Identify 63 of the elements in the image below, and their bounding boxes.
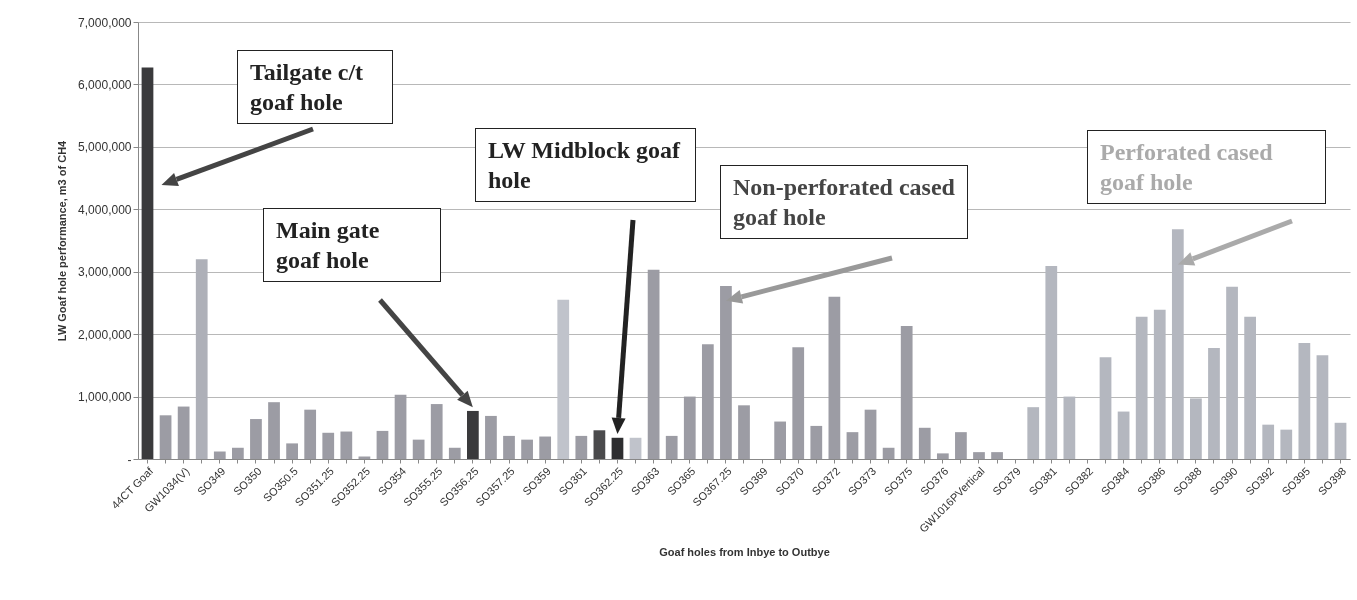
y-tick-label: 3,000,000: [78, 265, 132, 280]
y-tick-label: -: [127, 452, 132, 467]
x-axis-title: Goaf holes from Inbye to Outbye: [659, 545, 830, 558]
bar: [611, 437, 624, 459]
bar: [250, 419, 262, 459]
bar: [936, 453, 949, 459]
bar: [864, 409, 877, 459]
bar: [900, 326, 913, 459]
annotation: Non-perforated cased goaf hole: [720, 165, 968, 239]
bar: [1280, 429, 1293, 459]
bar: [792, 347, 805, 459]
annotation: Main gate goaf hole: [263, 208, 441, 282]
bar: [521, 439, 533, 459]
bar: [286, 443, 298, 459]
bar: [340, 431, 353, 459]
bar: [1334, 422, 1347, 459]
bar: [955, 432, 967, 459]
bar: [701, 344, 714, 459]
bar: [232, 447, 244, 459]
bar: [376, 430, 389, 459]
bar: [647, 269, 660, 459]
annotation: LW Midblock goaf hole: [475, 128, 696, 202]
bar: [430, 404, 443, 459]
bar: [683, 396, 696, 459]
bar: [991, 452, 1003, 459]
bar: [1262, 424, 1275, 459]
bar: [268, 402, 280, 459]
bar: [828, 296, 841, 459]
bar: [575, 435, 588, 459]
y-tick-label: 5,000,000: [78, 140, 132, 155]
bar: [882, 447, 895, 459]
bar: [448, 447, 461, 459]
bar: [1027, 407, 1040, 459]
bar: [918, 427, 931, 459]
bar: [177, 406, 190, 459]
bar: [774, 421, 787, 459]
y-axis-title: LW Goaf hole performance, m3 of CH4: [56, 139, 69, 342]
annotation: Tailgate c/t goaf hole: [237, 50, 393, 124]
bar: [1117, 411, 1130, 459]
y-tick-label: 6,000,000: [78, 77, 132, 92]
y-tick-label: 2,000,000: [78, 327, 132, 342]
bar: [629, 437, 642, 459]
y-tick-label: 1,000,000: [78, 390, 132, 405]
bar: [394, 394, 407, 459]
bar: [159, 415, 172, 459]
bar: [304, 409, 317, 459]
bar: [846, 432, 859, 459]
bar: [412, 439, 425, 459]
bar: [503, 435, 515, 459]
bar: [557, 299, 570, 459]
y-tick-label: 7,000,000: [78, 15, 132, 30]
annotation: Perforated cased goaf hole: [1087, 130, 1326, 204]
bar: [593, 430, 606, 459]
bar: [738, 405, 750, 459]
bar: [141, 67, 154, 459]
bar: [485, 415, 497, 459]
bar: [539, 436, 552, 459]
bar: [665, 435, 678, 459]
y-tick-label: 4,000,000: [78, 202, 132, 217]
bar: [213, 451, 226, 459]
bar: [973, 452, 985, 459]
bar: [322, 432, 335, 459]
bar: [810, 425, 823, 459]
